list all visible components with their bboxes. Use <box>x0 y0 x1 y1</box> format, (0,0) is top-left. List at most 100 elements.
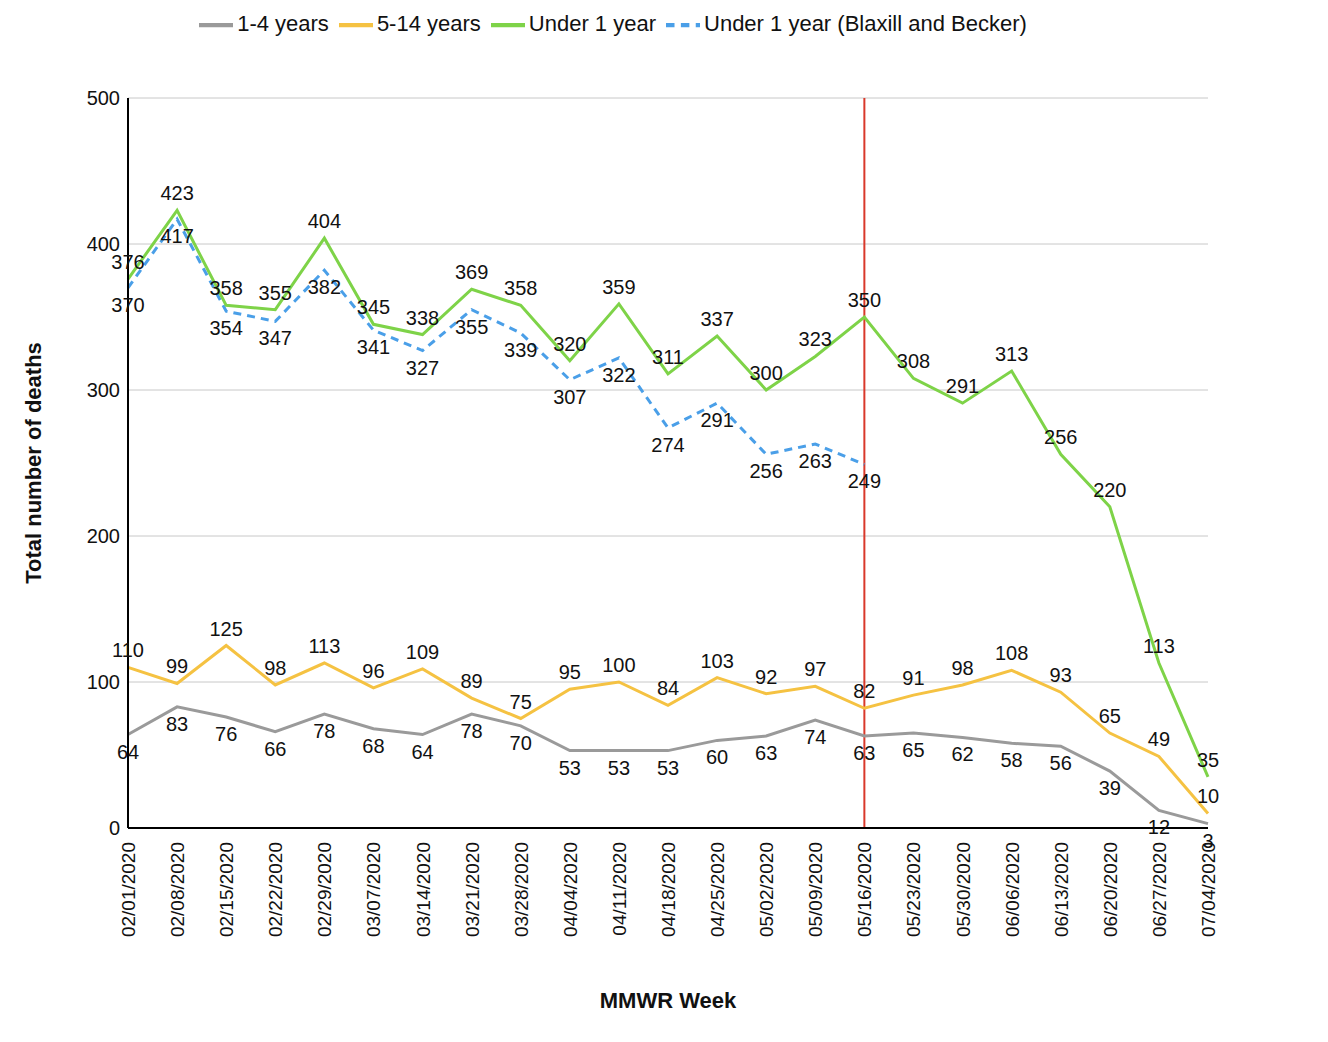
svg-text:06/20/2020: 06/20/2020 <box>1100 842 1121 937</box>
svg-text:58: 58 <box>1001 749 1023 771</box>
svg-text:0: 0 <box>109 817 120 839</box>
svg-text:53: 53 <box>608 757 630 779</box>
svg-text:95: 95 <box>559 661 581 683</box>
svg-text:320: 320 <box>553 333 586 355</box>
svg-text:66: 66 <box>264 738 286 760</box>
svg-text:02/08/2020: 02/08/2020 <box>167 842 188 937</box>
svg-text:322: 322 <box>602 364 635 386</box>
svg-text:3: 3 <box>1202 830 1213 852</box>
svg-text:06/27/2020: 06/27/2020 <box>1149 842 1170 937</box>
svg-text:05/02/2020: 05/02/2020 <box>756 842 777 937</box>
svg-text:358: 358 <box>504 277 537 299</box>
svg-text:99: 99 <box>166 655 188 677</box>
svg-text:113: 113 <box>1143 635 1175 657</box>
svg-text:369: 369 <box>455 261 488 283</box>
svg-text:345: 345 <box>357 296 390 318</box>
svg-text:05/30/2020: 05/30/2020 <box>953 842 974 937</box>
svg-text:39: 39 <box>1099 777 1121 799</box>
svg-text:03/07/2020: 03/07/2020 <box>363 842 384 937</box>
svg-text:64: 64 <box>411 741 433 763</box>
svg-text:63: 63 <box>755 742 777 764</box>
svg-text:500: 500 <box>87 87 120 109</box>
svg-text:05/16/2020: 05/16/2020 <box>854 842 875 937</box>
svg-text:300: 300 <box>87 379 120 401</box>
svg-text:354: 354 <box>209 317 242 339</box>
svg-text:92: 92 <box>755 666 777 688</box>
svg-text:06/13/2020: 06/13/2020 <box>1051 842 1072 937</box>
svg-text:02/15/2020: 02/15/2020 <box>216 842 237 937</box>
svg-text:53: 53 <box>559 757 581 779</box>
svg-text:56: 56 <box>1050 752 1072 774</box>
svg-text:358: 358 <box>209 277 242 299</box>
svg-text:404: 404 <box>308 210 341 232</box>
svg-text:100: 100 <box>602 654 635 676</box>
svg-text:220: 220 <box>1093 479 1126 501</box>
svg-text:03/21/2020: 03/21/2020 <box>462 842 483 937</box>
svg-text:89: 89 <box>461 670 483 692</box>
svg-text:74: 74 <box>804 726 826 748</box>
svg-text:70: 70 <box>510 732 532 754</box>
svg-text:338: 338 <box>406 307 439 329</box>
svg-text:355: 355 <box>259 282 292 304</box>
svg-text:341: 341 <box>357 336 390 358</box>
svg-text:82: 82 <box>853 680 875 702</box>
svg-text:291: 291 <box>700 409 733 431</box>
svg-text:311: 311 <box>652 346 684 368</box>
svg-text:109: 109 <box>406 641 439 663</box>
svg-text:249: 249 <box>848 470 881 492</box>
svg-text:355: 355 <box>455 316 488 338</box>
svg-text:376: 376 <box>111 251 144 273</box>
svg-text:02/29/2020: 02/29/2020 <box>314 842 335 937</box>
svg-text:350: 350 <box>848 289 881 311</box>
svg-text:113: 113 <box>308 635 340 657</box>
svg-text:93: 93 <box>1050 664 1072 686</box>
svg-text:49: 49 <box>1148 728 1170 750</box>
svg-text:04/04/2020: 04/04/2020 <box>560 842 581 937</box>
svg-text:339: 339 <box>504 339 537 361</box>
svg-text:96: 96 <box>362 660 384 682</box>
svg-text:Total number of deaths: Total number of deaths <box>21 342 46 584</box>
svg-text:417: 417 <box>160 225 193 247</box>
svg-text:323: 323 <box>799 328 832 350</box>
svg-text:03/28/2020: 03/28/2020 <box>511 842 532 937</box>
svg-text:256: 256 <box>1044 426 1077 448</box>
svg-text:04/25/2020: 04/25/2020 <box>707 842 728 937</box>
svg-text:359: 359 <box>602 276 635 298</box>
svg-text:110: 110 <box>112 639 144 661</box>
svg-text:04/11/2020: 04/11/2020 <box>609 842 630 936</box>
svg-text:423: 423 <box>160 182 193 204</box>
svg-text:308: 308 <box>897 350 930 372</box>
svg-text:02/22/2020: 02/22/2020 <box>265 842 286 937</box>
svg-text:274: 274 <box>651 434 684 456</box>
svg-text:MMWR Week: MMWR Week <box>600 988 737 1013</box>
svg-text:337: 337 <box>700 308 733 330</box>
svg-text:307: 307 <box>553 386 586 408</box>
svg-text:65: 65 <box>1099 705 1121 727</box>
svg-text:84: 84 <box>657 677 679 699</box>
svg-text:53: 53 <box>657 757 679 779</box>
svg-text:63: 63 <box>853 742 875 764</box>
svg-text:10: 10 <box>1197 785 1219 807</box>
svg-text:313: 313 <box>995 343 1028 365</box>
svg-text:06/06/2020: 06/06/2020 <box>1002 842 1023 937</box>
svg-text:68: 68 <box>362 735 384 757</box>
svg-text:291: 291 <box>946 375 979 397</box>
svg-text:382: 382 <box>308 276 341 298</box>
svg-text:75: 75 <box>510 691 532 713</box>
svg-text:125: 125 <box>209 618 242 640</box>
svg-text:91: 91 <box>902 667 924 689</box>
svg-text:300: 300 <box>749 362 782 384</box>
svg-text:07/04/2020: 07/04/2020 <box>1198 842 1219 937</box>
svg-text:327: 327 <box>406 357 439 379</box>
svg-text:97: 97 <box>804 658 826 680</box>
svg-text:62: 62 <box>951 743 973 765</box>
svg-text:370: 370 <box>111 294 144 316</box>
svg-text:05/23/2020: 05/23/2020 <box>903 842 924 937</box>
svg-text:76: 76 <box>215 723 237 745</box>
svg-text:103: 103 <box>700 650 733 672</box>
svg-text:05/09/2020: 05/09/2020 <box>805 842 826 937</box>
svg-text:263: 263 <box>799 450 832 472</box>
svg-text:35: 35 <box>1197 749 1219 771</box>
svg-text:78: 78 <box>313 720 335 742</box>
svg-text:12: 12 <box>1148 816 1170 838</box>
